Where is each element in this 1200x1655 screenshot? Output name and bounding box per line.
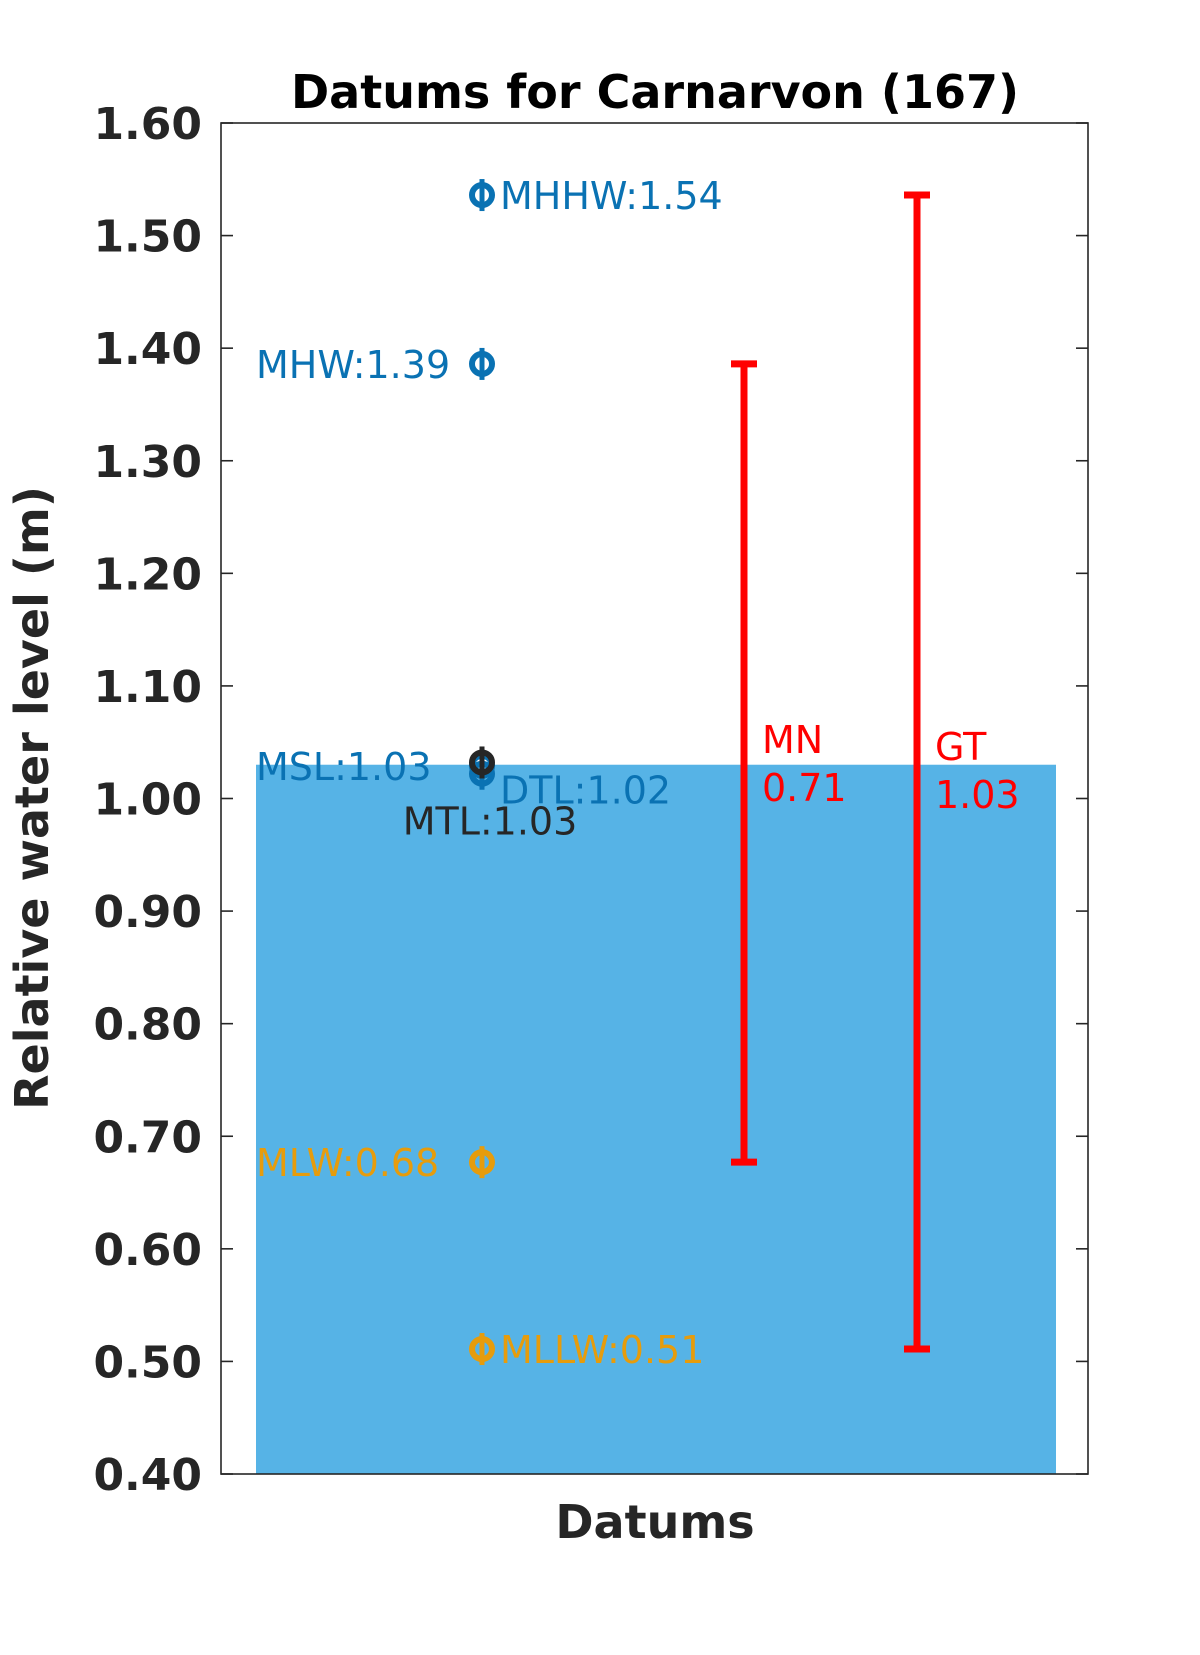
datum-mlw: MLW:0.68 — [256, 1141, 495, 1185]
y-tick-label: 0.60 — [93, 1225, 202, 1276]
x-axis-label: Datums — [555, 1495, 754, 1549]
y-tick-label: 0.80 — [93, 1000, 202, 1051]
datum-mhhw: MHHW:1.54 — [469, 174, 723, 218]
water-level-bar — [256, 764, 1056, 1474]
datum-mtl: MTL:1.03 — [403, 746, 578, 843]
datum-msl-label: MSL:1.03 — [256, 745, 432, 789]
range-gt-name: GT — [935, 725, 987, 769]
datum-mtl-label: MTL:1.03 — [403, 799, 578, 843]
y-tick-label: 1.50 — [93, 212, 202, 263]
range-mn-value: 0.71 — [762, 766, 847, 810]
range-mn: MN0.71 — [731, 360, 847, 1166]
y-axis-label: Relative water level (m) — [5, 486, 59, 1110]
y-tick-label: 1.20 — [93, 549, 202, 600]
y-tick-label: 1.00 — [93, 775, 202, 826]
datum-dtl-label: DTL:1.02 — [500, 769, 671, 813]
datum-dtl: DTL:1.02 — [469, 757, 671, 813]
y-tick-label: 1.40 — [93, 324, 202, 375]
datum-mlw-label: MLW:0.68 — [256, 1141, 439, 1185]
y-tick-label: 0.50 — [93, 1337, 202, 1388]
range-mn-name: MN — [762, 718, 823, 762]
range-gt-value: 1.03 — [935, 773, 1020, 817]
y-tick-label: 0.40 — [93, 1450, 202, 1501]
y-tick-label: 0.70 — [93, 1112, 202, 1163]
y-tick-label: 0.90 — [93, 887, 202, 938]
datum-mhw-label: MHW:1.39 — [256, 343, 450, 387]
y-tick-label: 1.10 — [93, 662, 202, 713]
datum-mhhw-label: MHHW:1.54 — [500, 174, 723, 218]
chart-title: Datums for Carnarvon (167) — [291, 65, 1019, 119]
datum-mllw: MLLW:0.51 — [469, 1328, 704, 1372]
y-tick-label: 1.60 — [93, 99, 202, 150]
datum-mllw-label: MLLW:0.51 — [500, 1328, 704, 1372]
datum-mhw: MHW:1.39 — [256, 343, 495, 387]
range-gt: GT1.03 — [904, 191, 1020, 1353]
y-tick-label: 1.30 — [93, 437, 202, 488]
